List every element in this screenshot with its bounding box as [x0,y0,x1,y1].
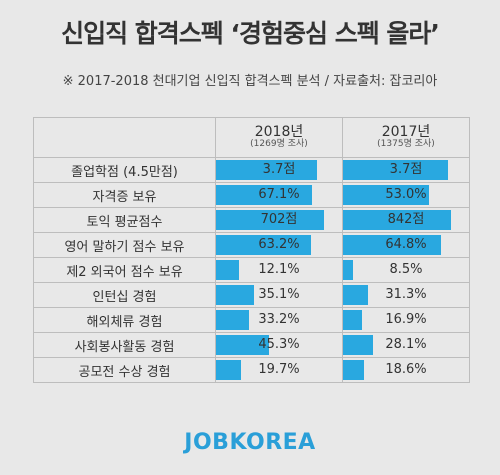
header-row: 2018년 (1269명 조사) 2017년 (1375명 조사) [33,117,470,158]
category-label: 해외체류 경험 [33,307,216,333]
bar-2018 [216,360,242,380]
data-label-2017: 3.7점 [389,162,423,177]
value-cell-2017: 28.1% [342,332,470,358]
bar-2017 [343,210,452,230]
series-name-2017: 2017년 [381,124,431,141]
data-label-2017: 18.6% [385,362,427,377]
data-label-2018: 67.1% [258,187,300,202]
chart-subtitle: ※ 2017-2018 천대기업 신입직 합격스펙 분석 / 자료출처: 잡코리… [62,74,438,89]
bar-2017 [343,185,429,205]
data-label-2017: 842점 [387,212,425,227]
data-label-2018: 12.1% [258,262,300,277]
table-row: 자격증 보유 67.1% 53.0% [33,182,470,208]
series-note-2017: (1375명 조사) [377,139,435,150]
category-label: 제2 외국어 점수 보유 [33,257,216,283]
value-cell-2018: 33.2% [215,307,343,333]
category-label: 토익 평균점수 [33,207,216,233]
bar-2018 [216,260,239,280]
value-cell-2018: 12.1% [215,257,343,283]
data-label-2018: 702점 [260,212,298,227]
chart-title: 신입직 합격스펙 ‘경험중심 스펙 올라’ [61,19,440,48]
bar-2018 [216,160,317,180]
value-cell-2018: 67.1% [215,182,343,208]
table-row: 제2 외국어 점수 보유 12.1% 8.5% [33,257,470,283]
bar-2017 [343,310,362,330]
bar-2017 [343,335,374,355]
bar-2018 [216,235,311,255]
series-note-2018: (1269명 조사) [250,139,308,150]
data-label-2017: 28.1% [385,337,427,352]
value-cell-2018: 63.2% [215,232,343,258]
bar-2017 [343,285,369,305]
table-row: 영어 말하기 점수 보유 63.2% 64.8% [33,232,470,258]
data-label-2017: 53.0% [385,187,427,202]
bar-2017 [343,260,354,280]
value-cell-2017: 53.0% [342,182,470,208]
table-row: 인턴십 경험 35.1% 31.3% [33,282,470,308]
bar-2018 [216,210,325,230]
value-cell-2017: 64.8% [342,232,470,258]
data-label-2018: 33.2% [258,312,300,327]
table-row: 토익 평균점수 702점 842점 [33,207,470,233]
value-cell-2017: 31.3% [342,282,470,308]
data-label-2018: 3.7점 [262,162,296,177]
value-cell-2018: 35.1% [215,282,343,308]
table-row: 졸업학점 (4.5만점) 3.7점 3.7점 [33,157,470,183]
data-label-2018: 63.2% [258,237,300,252]
category-label: 인턴십 경험 [33,282,216,308]
category-label: 자격증 보유 [33,182,216,208]
data-label-2017: 64.8% [385,237,427,252]
header-2018: 2018년 (1269명 조사) [215,117,343,158]
category-label: 영어 말하기 점수 보유 [33,232,216,258]
data-label-2017: 16.9% [385,312,427,327]
category-label: 공모전 수상 경험 [33,357,216,383]
value-cell-2017: 18.6% [342,357,470,383]
data-label-2018: 35.1% [258,287,300,302]
data-label-2018: 19.7% [258,362,300,377]
value-cell-2018: 45.3% [215,332,343,358]
value-cell-2017: 3.7점 [342,157,470,183]
value-cell-2017: 842점 [342,207,470,233]
category-label: 사회봉사활동 경험 [33,332,216,358]
category-label: 졸업학점 (4.5만점) [33,157,216,183]
value-cell-2018: 3.7점 [215,157,343,183]
series-name-2018: 2018년 [254,124,304,141]
data-label-2017: 31.3% [385,287,427,302]
bar-2017 [343,160,448,180]
table-row: 공모전 수상 경험 19.7% 18.6% [33,357,470,383]
bar-2018 [216,285,254,305]
data-label-2018: 45.3% [258,337,300,352]
bar-2018 [216,185,312,205]
header-corner [33,117,216,158]
table-row: 해외체류 경험 33.2% 16.9% [33,307,470,333]
value-cell-2018: 19.7% [215,357,343,383]
bar-2017 [343,360,365,380]
spec-table: 2018년 (1269명 조사) 2017년 (1375명 조사) 졸업학점 (… [33,117,470,383]
value-cell-2017: 8.5% [342,257,470,283]
bar-2018 [216,310,249,330]
jobkorea-logo: JOBKOREA [184,430,316,455]
bar-2018 [216,335,269,355]
header-2017: 2017년 (1375명 조사) [342,117,470,158]
value-cell-2018: 702점 [215,207,343,233]
data-label-2017: 8.5% [389,262,423,277]
bar-2017 [343,235,442,255]
table-row: 사회봉사활동 경험 45.3% 28.1% [33,332,470,358]
value-cell-2017: 16.9% [342,307,470,333]
